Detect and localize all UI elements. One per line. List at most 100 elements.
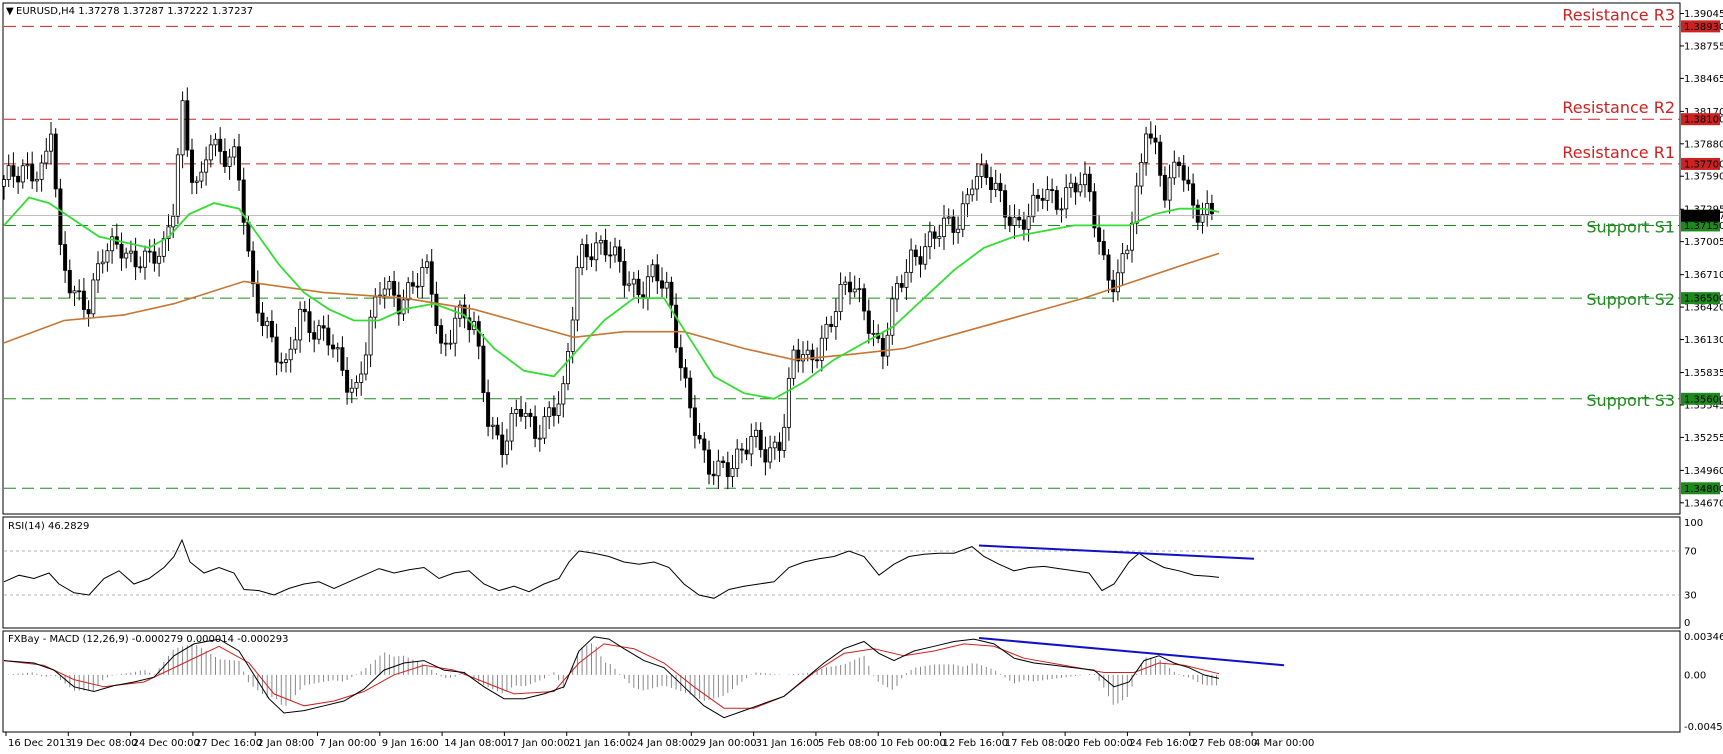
candle-body (91, 279, 96, 315)
candle-body (345, 369, 350, 393)
candle-body (1125, 249, 1130, 255)
candle-body (86, 309, 91, 315)
candle-body (77, 290, 82, 293)
candle-body (204, 159, 209, 173)
candle-body (937, 236, 942, 239)
candle-body (871, 332, 876, 335)
macd-tick-label: 0.00 (1684, 670, 1706, 681)
candle-body (166, 226, 171, 240)
candle-body (1134, 185, 1139, 224)
candle-body (1195, 204, 1200, 223)
level-price-tag: 1.36500 (1684, 294, 1723, 305)
collapse-arrow-icon[interactable]: ▼ (6, 6, 14, 17)
ma-fast-line (3, 196, 1220, 400)
candle-body (34, 178, 39, 182)
candle-body (1078, 184, 1083, 193)
candle-body (340, 347, 345, 371)
candle-body (443, 342, 448, 345)
time-tick-label: 10 Feb 00:00 (880, 738, 946, 749)
candle-body (895, 283, 900, 300)
candle-body (330, 344, 335, 350)
candle-body (349, 387, 354, 393)
candle-body (11, 165, 16, 177)
price-tick-label: 1.37590 (1684, 172, 1723, 183)
candle-body (899, 283, 904, 288)
candle-body (852, 288, 857, 293)
candle-body (171, 215, 176, 228)
candle-body (439, 325, 444, 344)
candle-body (1139, 162, 1144, 187)
price-tags: 1.38930 1.38100 1.37700 1.37150 1.36500 1.356… (4, 20, 1723, 495)
candle-body (777, 441, 782, 451)
candle-body (1054, 190, 1059, 210)
rsi-tick-label: 70 (1684, 547, 1697, 558)
candle-body (716, 460, 721, 477)
candle-body (462, 304, 467, 319)
price-tick-label: 1.38170 (1684, 107, 1723, 118)
support-resistance-levels: Resistance R3 Resistance R2 Resistance R1 S… (4, 5, 1680, 489)
candle-body (49, 133, 54, 152)
candle-body (255, 283, 260, 314)
candle-body (227, 156, 232, 167)
candle-body (265, 320, 270, 327)
level-label-support: Support S3 (1586, 391, 1675, 410)
candle-body (161, 238, 166, 257)
candle-body (504, 440, 509, 455)
candle-body (100, 261, 105, 265)
candle-body (542, 416, 547, 439)
candle-body (335, 347, 340, 350)
time-tick-label: 9 Jan 16:00 (382, 738, 439, 749)
candle-body (890, 298, 895, 336)
candle-body (843, 281, 848, 285)
candle-body (246, 221, 251, 252)
candle-body (782, 426, 787, 451)
candle-body (598, 239, 603, 244)
candle-body (1181, 165, 1186, 181)
candle-body (392, 280, 397, 296)
candle-body (1191, 183, 1196, 206)
candle-body (942, 217, 947, 237)
time-tick-label: 16 Dec 2013 (8, 738, 72, 749)
time-tick-label: 20 Feb 00:00 (1067, 738, 1133, 749)
candle-body (622, 261, 627, 286)
price-tick-label: 1.37880 (1684, 139, 1723, 150)
price-tick-label: 1.34670 (1684, 498, 1723, 509)
candle-body (387, 280, 392, 290)
candle-body (754, 429, 759, 437)
candle-body (974, 176, 979, 190)
level-price-tag-bg (1681, 113, 1720, 126)
candle-body (39, 162, 44, 180)
candle-body (678, 347, 683, 369)
candle-body (866, 310, 871, 334)
candle-body (406, 282, 411, 301)
macd-panel-frame (2, 630, 1681, 733)
candle-body (124, 252, 129, 259)
candle-body (302, 308, 307, 313)
candle-body (175, 154, 180, 217)
candle-body (1064, 187, 1069, 210)
macd-main-line (3, 636, 1220, 719)
candle-body (862, 288, 867, 312)
candle-body (236, 146, 241, 181)
candle-body (368, 316, 373, 356)
candle-body (674, 304, 679, 349)
candle-body (354, 382, 359, 389)
candle-body (702, 438, 707, 451)
candle-body (613, 246, 618, 256)
candle-body (1130, 222, 1135, 251)
candle-body (594, 242, 599, 261)
candle-body (739, 448, 744, 451)
candle-body (523, 412, 528, 417)
candle-body (180, 100, 185, 156)
time-tick-label: 5 Feb 08:00 (818, 738, 877, 749)
candle-body (1148, 133, 1153, 139)
candle-body (20, 165, 25, 183)
candle-body (429, 261, 434, 295)
candle-body (147, 250, 152, 253)
candle-body (1083, 173, 1088, 186)
candle-body (514, 409, 519, 414)
candle-body (119, 243, 124, 259)
candle-body (815, 359, 820, 362)
level-price-tag: 1.38100 (1684, 115, 1723, 126)
